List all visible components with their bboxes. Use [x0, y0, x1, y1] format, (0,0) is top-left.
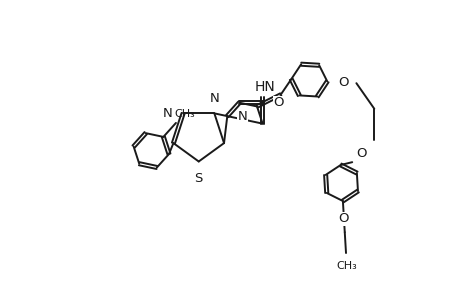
Text: N: N [162, 107, 172, 120]
Text: CH₃: CH₃ [174, 109, 194, 118]
Text: O: O [338, 212, 348, 225]
Text: S: S [194, 172, 202, 185]
Text: O: O [338, 76, 348, 89]
Text: HN: HN [254, 80, 274, 94]
Text: O: O [355, 147, 365, 160]
Text: CH₃: CH₃ [336, 260, 356, 271]
Text: O: O [273, 96, 283, 109]
Text: N: N [209, 92, 219, 105]
Text: N: N [237, 110, 247, 123]
